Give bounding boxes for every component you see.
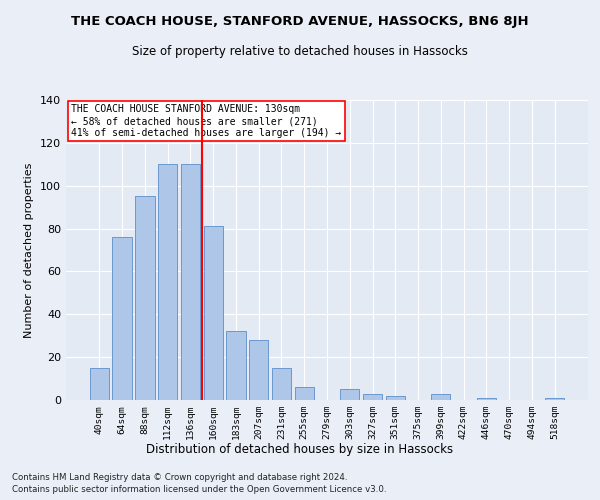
Bar bbox=[112, 237, 132, 400]
Text: THE COACH HOUSE STANFORD AVENUE: 130sqm
← 58% of detached houses are smaller (27: THE COACH HOUSE STANFORD AVENUE: 130sqm … bbox=[71, 104, 341, 138]
Bar bbox=[226, 332, 245, 400]
Bar bbox=[135, 196, 155, 400]
Bar bbox=[203, 226, 223, 400]
Bar bbox=[272, 368, 291, 400]
Bar bbox=[340, 390, 359, 400]
Bar bbox=[545, 398, 564, 400]
Text: Contains public sector information licensed under the Open Government Licence v3: Contains public sector information licen… bbox=[12, 485, 386, 494]
Bar bbox=[431, 394, 451, 400]
Bar bbox=[476, 398, 496, 400]
Bar bbox=[363, 394, 382, 400]
Bar bbox=[181, 164, 200, 400]
Bar bbox=[158, 164, 178, 400]
Bar bbox=[90, 368, 109, 400]
Y-axis label: Number of detached properties: Number of detached properties bbox=[25, 162, 34, 338]
Bar bbox=[386, 396, 405, 400]
Text: Distribution of detached houses by size in Hassocks: Distribution of detached houses by size … bbox=[146, 442, 454, 456]
Text: Size of property relative to detached houses in Hassocks: Size of property relative to detached ho… bbox=[132, 45, 468, 58]
Text: Contains HM Land Registry data © Crown copyright and database right 2024.: Contains HM Land Registry data © Crown c… bbox=[12, 472, 347, 482]
Text: THE COACH HOUSE, STANFORD AVENUE, HASSOCKS, BN6 8JH: THE COACH HOUSE, STANFORD AVENUE, HASSOC… bbox=[71, 15, 529, 28]
Bar bbox=[249, 340, 268, 400]
Bar bbox=[295, 387, 314, 400]
